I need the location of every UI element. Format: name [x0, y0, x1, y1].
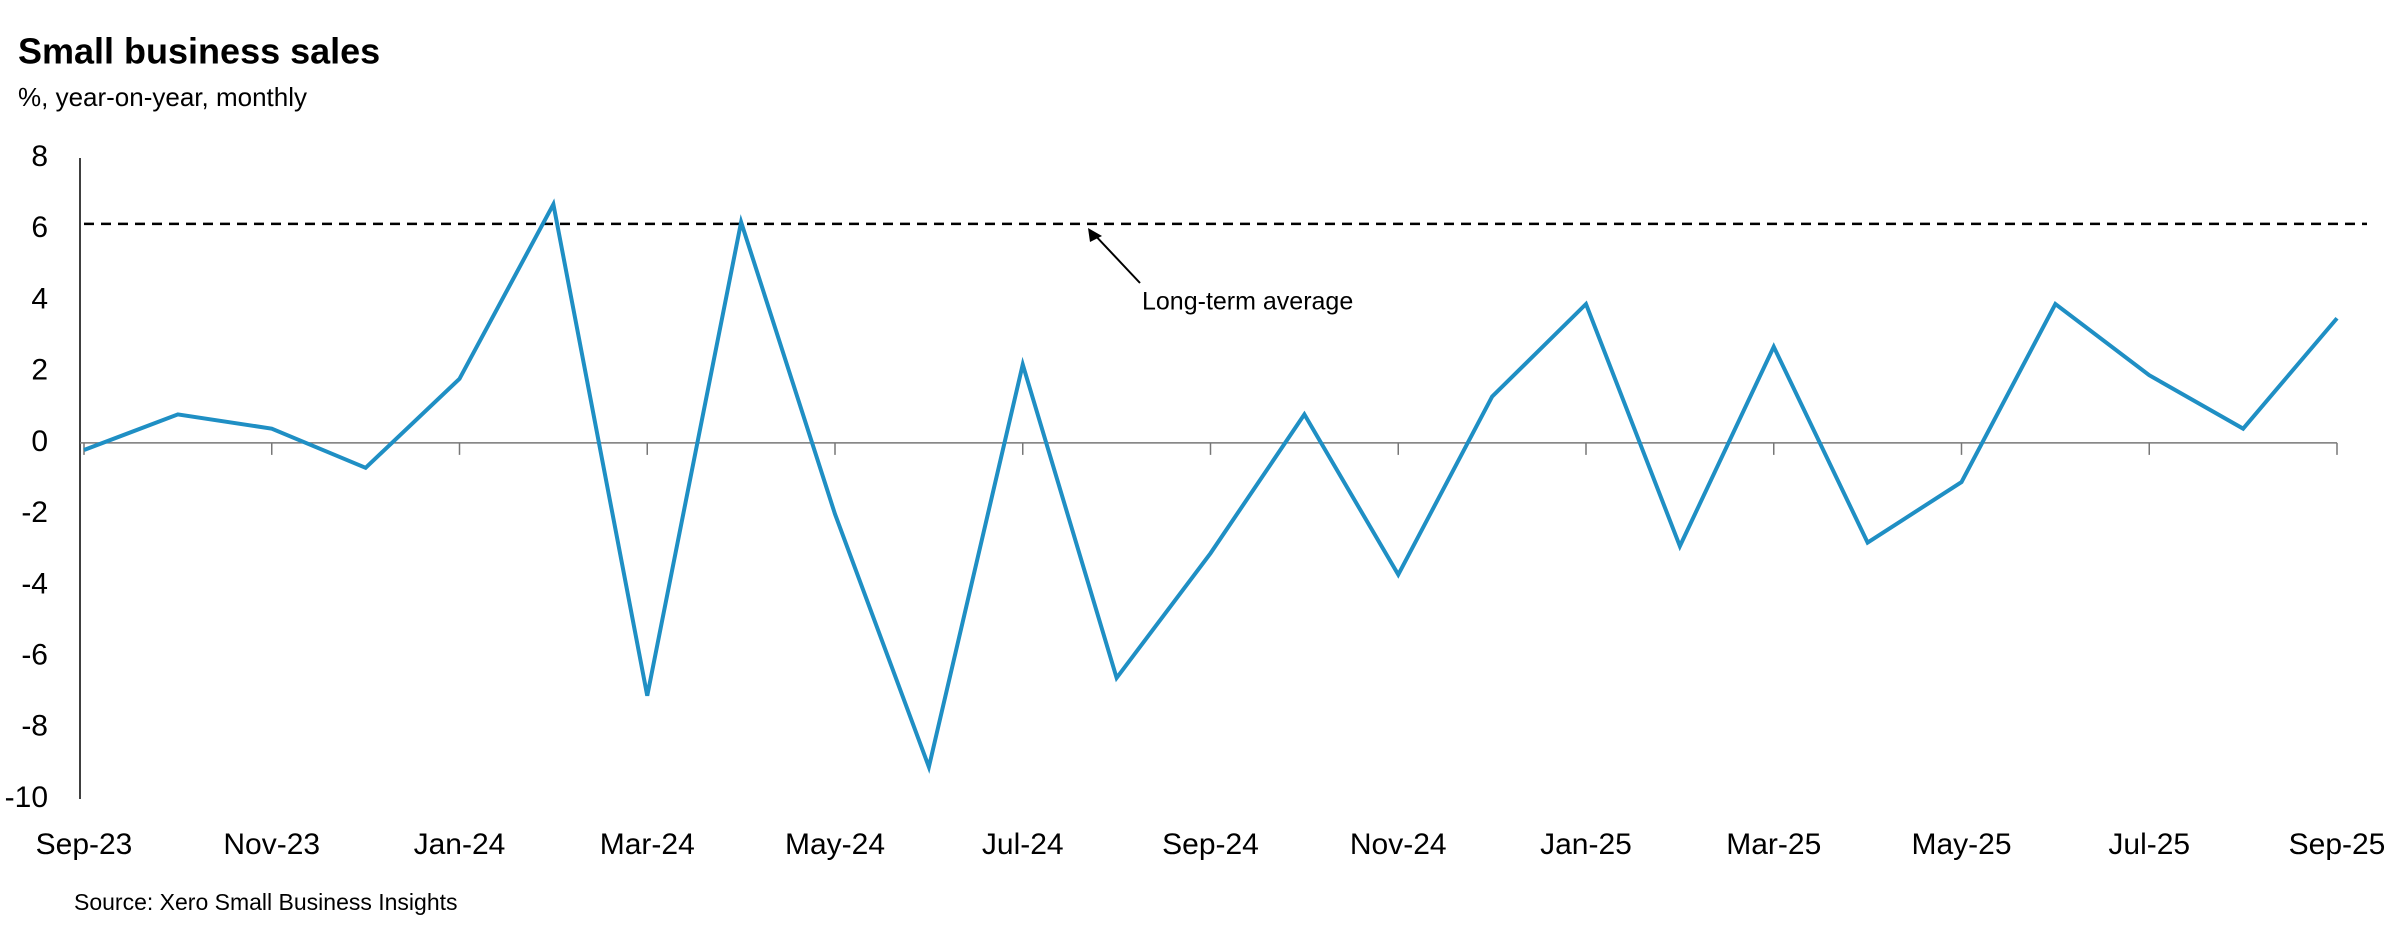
x-tick-label: Nov-24 — [1350, 828, 1447, 861]
y-tick-label: 8 — [31, 140, 48, 173]
y-tick-label: -4 — [21, 567, 48, 600]
x-tick-label: Sep-24 — [1162, 828, 1259, 861]
x-tick-label: Mar-24 — [600, 828, 695, 861]
chart-subtitle: %, year-on-year, monthly — [18, 82, 307, 112]
chart-title: Small business sales — [18, 31, 380, 72]
y-tick-label: -8 — [21, 710, 48, 743]
y-tick-label: 4 — [31, 282, 48, 315]
data-line — [83, 198, 2339, 774]
x-tick-label: Jul-24 — [982, 828, 1064, 861]
annotation: Long-term average — [1142, 288, 1353, 316]
y-tick-label: 6 — [31, 211, 48, 244]
x-tick-label: Mar-25 — [1726, 828, 1821, 861]
x-tick-label: May-24 — [785, 828, 885, 861]
annotation-arrow — [1091, 231, 1141, 284]
x-tick-label: Sep-23 — [36, 828, 133, 861]
y-tick-label: -10 — [5, 781, 48, 814]
x-tick-label: May-25 — [1911, 828, 2011, 861]
y-tick-label: -2 — [21, 496, 48, 529]
x-tick-label: Nov-23 — [223, 828, 320, 861]
y-tick-label: 2 — [31, 354, 48, 387]
x-tick-label: Jan-24 — [414, 828, 506, 861]
source: Source: Xero Small Business Insights — [74, 889, 458, 915]
x-tick-label: Jul-25 — [2108, 828, 2190, 861]
x-tick-label: Sep-25 — [2289, 828, 2386, 861]
x-tick-label: Jan-25 — [1540, 828, 1632, 861]
y-tick-label: -6 — [21, 638, 48, 671]
y-tick-label: 0 — [31, 425, 48, 458]
arrow-head — [1088, 228, 1102, 242]
